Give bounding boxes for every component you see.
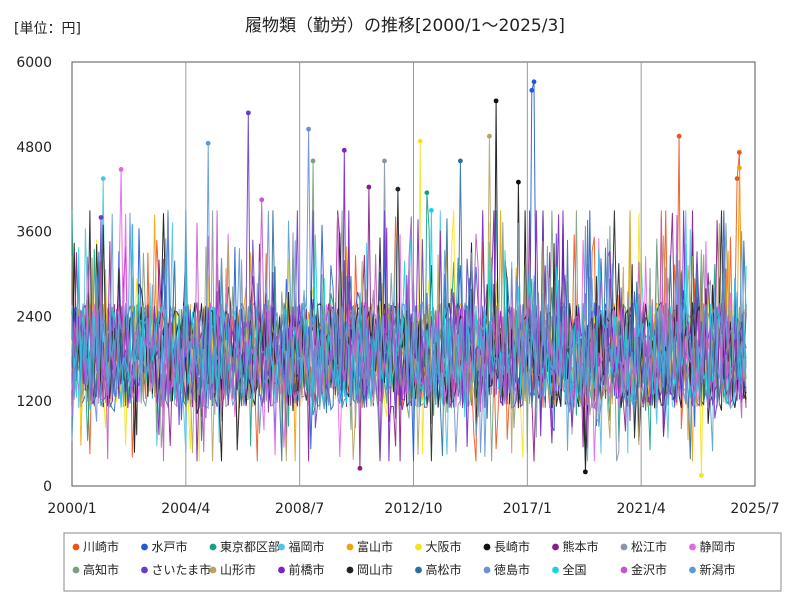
data-point bbox=[310, 158, 316, 164]
legend-label: 前橋市 bbox=[289, 562, 325, 577]
data-point bbox=[245, 110, 251, 116]
data-point bbox=[516, 179, 521, 185]
data-point bbox=[457, 158, 463, 164]
legend-label: 松江市 bbox=[631, 539, 667, 554]
data-point bbox=[486, 133, 492, 139]
y-tick-label: 6000 bbox=[16, 55, 52, 71]
legend-marker bbox=[483, 566, 491, 574]
legend-marker bbox=[415, 566, 422, 574]
series-points bbox=[98, 79, 742, 478]
legend-label: 高知市 bbox=[83, 562, 119, 577]
legend-label: 静岡市 bbox=[700, 539, 736, 554]
legend-label: 川崎市 bbox=[83, 539, 119, 554]
data-point bbox=[699, 473, 704, 478]
data-point bbox=[736, 165, 742, 171]
legend-marker bbox=[141, 543, 148, 551]
legend-marker bbox=[209, 566, 217, 574]
data-point bbox=[493, 98, 499, 104]
data-point bbox=[382, 158, 387, 164]
data-point bbox=[582, 469, 588, 475]
data-point bbox=[531, 79, 537, 85]
legend-label: 徳島市 bbox=[494, 562, 530, 577]
legend-marker bbox=[72, 543, 80, 551]
legend-marker bbox=[552, 543, 559, 551]
legend-marker bbox=[689, 566, 696, 574]
x-tick-label: 2021/4 bbox=[617, 501, 666, 517]
data-point bbox=[428, 208, 434, 213]
data-point bbox=[259, 197, 265, 203]
data-point bbox=[424, 190, 430, 196]
data-point bbox=[676, 133, 682, 139]
legend-label: 岡山市 bbox=[357, 562, 393, 577]
x-tick-label: 2000/1 bbox=[47, 501, 96, 517]
legend-marker bbox=[72, 566, 80, 574]
legend-label: 新潟市 bbox=[700, 562, 736, 577]
data-point bbox=[366, 184, 372, 190]
legend-marker bbox=[620, 543, 628, 551]
data-point bbox=[734, 176, 740, 182]
legend-label: 水戸市 bbox=[152, 539, 188, 554]
y-tick-label: 3600 bbox=[16, 225, 52, 241]
data-point bbox=[395, 186, 401, 192]
x-tick-label: 2025/7 bbox=[730, 501, 779, 517]
data-point bbox=[341, 147, 347, 153]
legend-label: 全国 bbox=[563, 562, 587, 577]
y-tick-label: 1200 bbox=[16, 394, 52, 410]
data-point bbox=[529, 87, 535, 93]
legend-label: 大阪市 bbox=[426, 539, 462, 554]
y-tick-label: 2400 bbox=[16, 309, 52, 325]
data-point bbox=[100, 176, 106, 182]
legend-marker bbox=[278, 566, 285, 574]
legend-label: 東京都区部 bbox=[220, 539, 280, 554]
series-lines bbox=[71, 81, 747, 476]
legend-label: さいたま市 bbox=[152, 562, 212, 577]
legend-marker bbox=[278, 543, 285, 551]
legend-marker bbox=[415, 543, 422, 551]
x-tick-label: 2017/1 bbox=[503, 501, 552, 517]
y-tick-label: 0 bbox=[43, 479, 52, 495]
legend-label: 福岡市 bbox=[289, 539, 325, 554]
chart-title: 履物類（勤労）の推移[2000/1～2025/3] bbox=[245, 16, 565, 36]
legend-label: 金沢市 bbox=[631, 562, 667, 577]
x-tick-label: 2004/4 bbox=[161, 501, 210, 517]
x-tick-label: 2012/10 bbox=[384, 501, 442, 517]
data-point bbox=[306, 126, 311, 132]
legend-label: 富山市 bbox=[357, 539, 393, 554]
unit-label: [単位：円] bbox=[14, 21, 81, 37]
legend-marker bbox=[689, 543, 696, 551]
data-point bbox=[98, 215, 104, 220]
data-point bbox=[118, 167, 124, 172]
y-tick-label: 4800 bbox=[16, 140, 52, 156]
x-tick-label: 2008/7 bbox=[275, 501, 324, 517]
axes: 2000/1 2004/4 2008/7 2012/10 2017/1 2021/4 202… bbox=[16, 55, 779, 517]
legend-label: 長崎市 bbox=[494, 539, 530, 554]
legend-label: 熊本市 bbox=[563, 539, 599, 554]
legend-marker bbox=[552, 566, 559, 574]
legend-marker bbox=[483, 543, 491, 551]
legend-marker bbox=[346, 543, 354, 551]
legend-marker bbox=[346, 566, 354, 574]
legend-box bbox=[63, 532, 782, 592]
legend-label: 山形市 bbox=[220, 562, 256, 577]
legend-marker bbox=[141, 566, 148, 574]
data-point bbox=[736, 150, 742, 155]
data-point bbox=[417, 138, 423, 144]
legend-label: 高松市 bbox=[426, 562, 462, 577]
legend-marker bbox=[620, 566, 628, 574]
data-point bbox=[205, 140, 211, 146]
legend-marker bbox=[209, 543, 217, 551]
data-point bbox=[357, 465, 363, 471]
series-line bbox=[71, 143, 747, 457]
